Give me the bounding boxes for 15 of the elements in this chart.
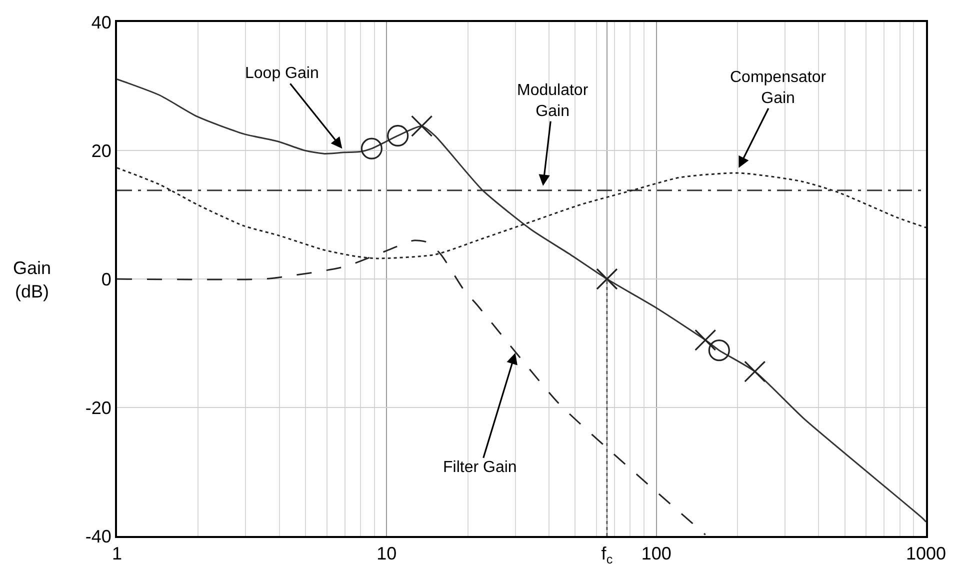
- x-tick-label: 10: [376, 544, 397, 564]
- annotation: Modulator Gain: [517, 82, 589, 120]
- x-tick-label: 100: [641, 544, 672, 564]
- y-tick-label: 0: [101, 269, 112, 290]
- x-tick-label: 1000: [906, 544, 946, 564]
- annotation: Loop Gain: [245, 65, 319, 82]
- annotation: Filter Gain: [443, 459, 517, 476]
- y-tick-label: 20: [91, 140, 112, 161]
- y-axis-title: Gain (dB): [13, 258, 52, 302]
- y-tick-label: -20: [85, 398, 112, 418]
- y-tick-label: 40: [91, 12, 112, 32]
- y-tick-label: -40: [85, 526, 112, 546]
- x-tick-label: f$_{c}$: [601, 544, 613, 566]
- annotation: Compensator Gain: [730, 69, 827, 107]
- x-tick-label: 1: [112, 544, 122, 564]
